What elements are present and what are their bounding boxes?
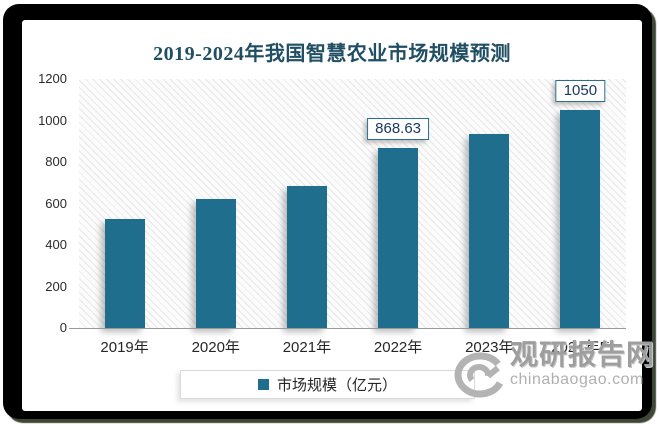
x-axis-tick-label: 2021年	[282, 339, 332, 356]
bar-2021年	[286, 185, 327, 328]
y-axis-tick-label: 600	[45, 195, 67, 211]
bar-2023年	[469, 134, 510, 328]
chart-title: 2019-2024年我国智慧农业市场规模预测	[153, 43, 511, 65]
data-label-2022年: 868.63	[367, 117, 430, 140]
x-axis-tick-label: 2019年	[100, 339, 149, 356]
x-axis-tick-label: 2020年	[191, 339, 240, 356]
y-axis-tick-label: 800	[45, 154, 67, 169]
legend-label: 市场规模（亿元）	[276, 377, 397, 394]
x-axis-tick-label: 2023年	[465, 339, 514, 356]
legend: 市场规模（亿元）	[180, 370, 475, 399]
chart-frame: 2019-2024年我国智慧农业市场规模预测 868.63 1050 0 200 40…	[3, 4, 652, 419]
chart-canvas: 2019-2024年我国智慧农业市场规模预测 868.63 1050 0 200 40…	[22, 20, 642, 411]
y-axis-tick-label: 1200	[38, 71, 67, 86]
y-axis-tick-label: 1000	[38, 112, 67, 128]
data-label-2024年E: 1050	[555, 80, 606, 103]
y-axis-tick-label: 200	[45, 278, 67, 294]
legend-marker-square	[257, 379, 269, 390]
y-axis-tick-label: 400	[45, 237, 67, 252]
bar-2022年	[378, 147, 419, 328]
y-axis-tick-label: 0	[59, 320, 67, 335]
bar-2019年	[104, 219, 145, 328]
plot-area: 868.63 1050	[79, 79, 626, 328]
x-axis-tick-label: 2022年	[373, 339, 423, 356]
bar-2024年E	[560, 110, 601, 328]
x-axis-tick-label: 2024年E	[551, 339, 610, 356]
x-axis-line	[69, 328, 626, 329]
bar-2020年	[195, 198, 236, 328]
